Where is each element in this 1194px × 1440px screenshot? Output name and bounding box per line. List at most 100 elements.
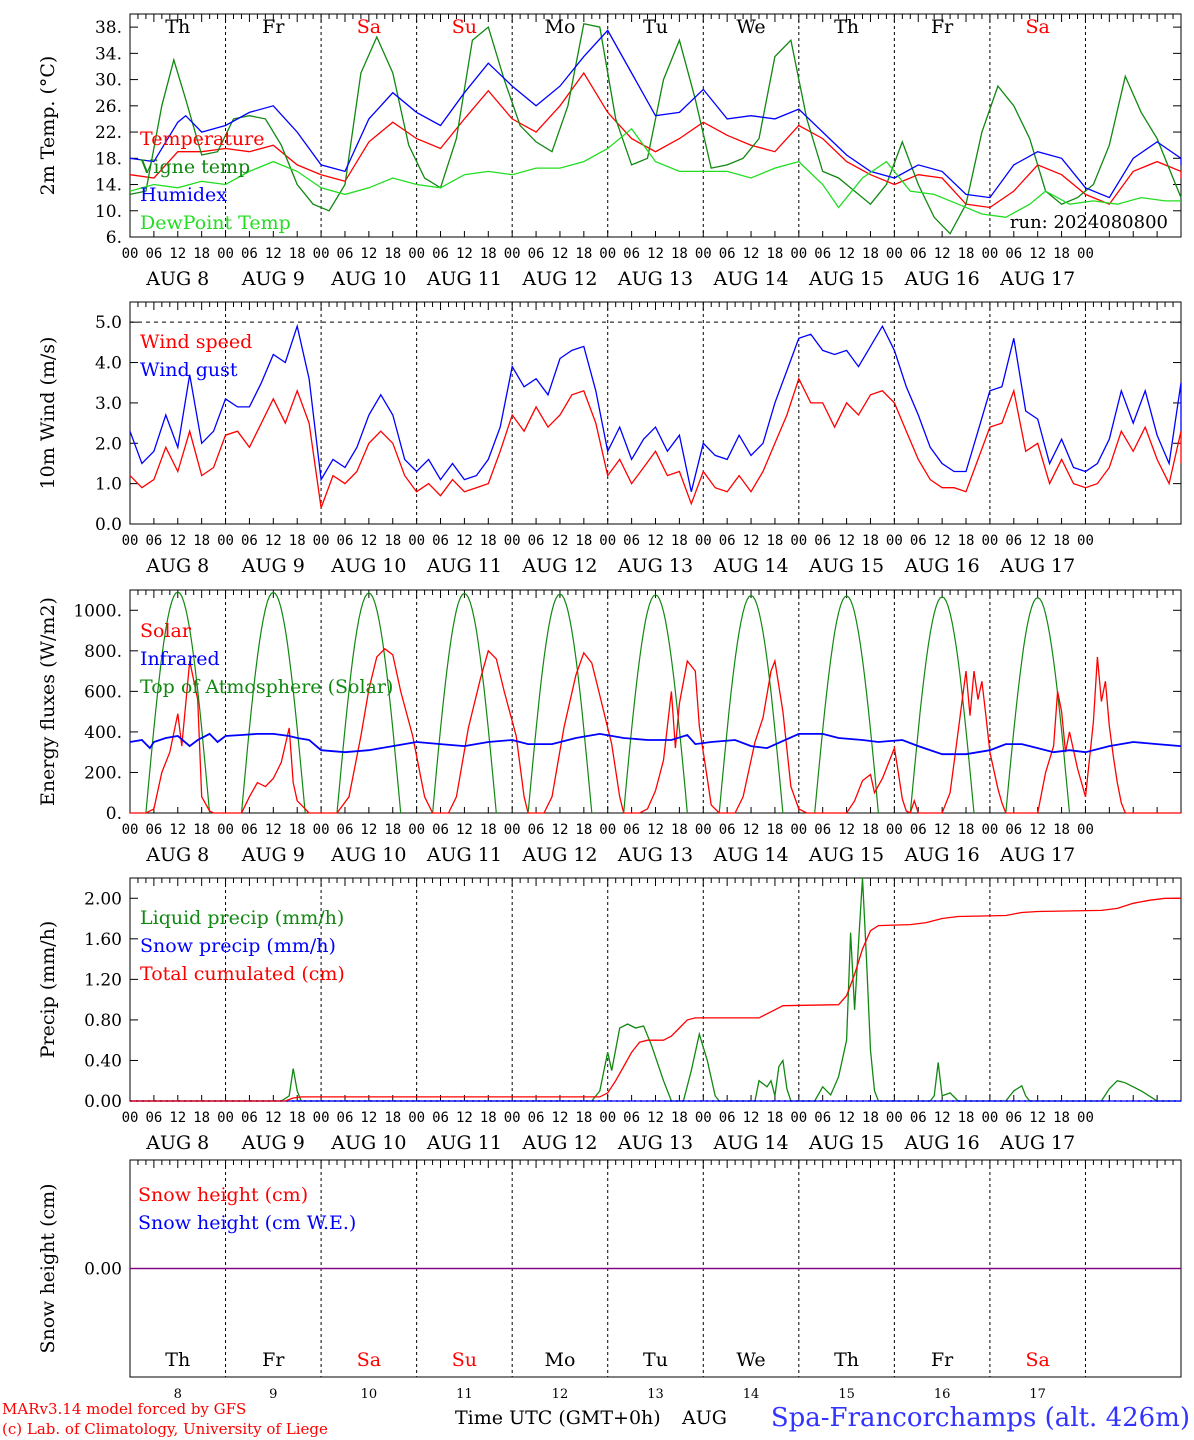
legend-1: Vigne temp [139,156,250,178]
hour-label: 00 [217,246,234,262]
hour-label: 18 [958,1110,975,1126]
hour-label: 12 [1029,533,1046,549]
hour-label: 00 [790,822,807,838]
y-tick-label: 10. [95,202,122,222]
hour-label: 18 [958,822,975,838]
hour-label: 18 [193,533,210,549]
hour-label: 00 [599,1110,616,1126]
hour-label: 12 [838,1110,855,1126]
day-number: 15 [838,1387,855,1402]
hour-label: 18 [384,246,401,262]
panel-frame [129,301,1182,525]
legend-1: Wind gust [140,359,238,381]
y-tick-label: 0.00 [84,1260,122,1280]
date-label: AUG 9 [241,1132,305,1154]
hour-label: 06 [719,533,736,549]
day-number: 9 [269,1387,277,1402]
y-tick-label: 26. [95,97,122,117]
hour-label: 06 [623,533,640,549]
y-tick-label: 4.0 [95,354,122,374]
y-tick-label: 5.0 [95,313,122,333]
hour-label: 00 [313,533,330,549]
hour-label: 12 [1029,1110,1046,1126]
date-label: AUG 11 [426,844,502,866]
legend-1: Snow height (cm W.E.) [138,1212,356,1234]
hour-label: 18 [289,822,306,838]
date-label: AUG 14 [712,268,788,290]
panel-4: 0.00 Snow height (cm) Snow height (cm) Snow… [37,1159,1182,1402]
hour-label: 00 [790,533,807,549]
date-label: AUG 12 [521,1132,597,1154]
day-of-week: We [736,16,765,38]
hour-label: 18 [862,1110,879,1126]
y-tick-label: 2.0 [95,434,122,454]
y-tick-label: 6. [106,228,122,248]
panel-3: 0.00 0.40 0.80 1.20 1.60 2.00 Precip (mm/h) Liq… [37,877,1182,1154]
hour-label: 18 [384,822,401,838]
hour-label: 18 [1053,822,1070,838]
hour-label: 18 [480,246,497,262]
series-line-1 [129,732,1182,756]
hour-label: 18 [289,1110,306,1126]
hour-label: 00 [886,533,903,549]
date-label: AUG 12 [521,555,597,577]
toa-solar-day-6 [623,594,688,814]
date-label: AUG 10 [330,844,406,866]
footer-time-label: Time UTC (GMT+0h) [455,1407,661,1429]
hour-label: 06 [432,1110,449,1126]
y-tick-label: 400. [84,723,122,743]
hour-label: 18 [480,1110,497,1126]
hour-label: 00 [313,246,330,262]
panel-frame [129,589,1182,814]
hour-label: 00 [790,246,807,262]
panel-0: 6. 10. 14. 18. 22. 26. 30. 34. 38. 2m Temp. (°C) T… [37,13,1182,290]
day-of-week: Th [165,1349,190,1371]
hour-label: 12 [360,1110,377,1126]
hour-label: 00 [981,246,998,262]
hour-label: 06 [241,533,258,549]
hour-label: 06 [528,533,545,549]
hour-label: 12 [934,533,951,549]
hour-label: 18 [384,1110,401,1126]
hour-label: 18 [862,822,879,838]
series-line-2 [130,897,1181,1102]
hour-label: 18 [193,246,210,262]
hour-label: 06 [1005,1110,1022,1126]
date-label: AUG 13 [617,1132,693,1154]
hour-label: 00 [122,822,139,838]
day-number: 17 [1029,1387,1046,1402]
toa-solar-day-10 [1005,597,1071,814]
day-number: 10 [361,1387,378,1402]
hour-label: 18 [767,822,784,838]
date-label: AUG 8 [145,844,209,866]
date-label: AUG 16 [904,268,980,290]
hour-label: 00 [886,1110,903,1126]
legend-1: Infrared [140,648,220,670]
hour-label: 18 [480,822,497,838]
date-label: AUG 12 [521,844,597,866]
date-label: AUG 9 [241,844,305,866]
legend-1: Snow precip (mm/h) [140,935,336,957]
y-tick-label: 2.00 [84,889,122,909]
hour-label: 12 [838,822,855,838]
hour-label: 06 [528,822,545,838]
hour-label: 18 [1053,533,1070,549]
hour-label: 00 [695,822,712,838]
legend-toa: Top of Atmosphere (Solar) [140,676,393,698]
hour-label: 12 [743,1110,760,1126]
hour-label: 18 [671,1110,688,1126]
hour-label: 06 [1005,822,1022,838]
hour-label: 12 [743,246,760,262]
legend-2: Humidex [140,184,227,206]
panel-2: 0. 200. 400. 600. 800. 1000. Energy fluxes (W/… [37,589,1182,866]
series-line-1 [129,23,1182,235]
y-tick-label: 0.0 [95,515,122,535]
hour-label: 12 [169,246,186,262]
y-axis-label: 2m Temp. (°C) [37,56,59,196]
hour-label: 00 [408,1110,425,1126]
hour-label: 12 [934,1110,951,1126]
hour-label: 00 [504,822,521,838]
hour-label: 06 [623,822,640,838]
hour-label: 00 [695,533,712,549]
day-of-week: Fr [262,16,285,38]
